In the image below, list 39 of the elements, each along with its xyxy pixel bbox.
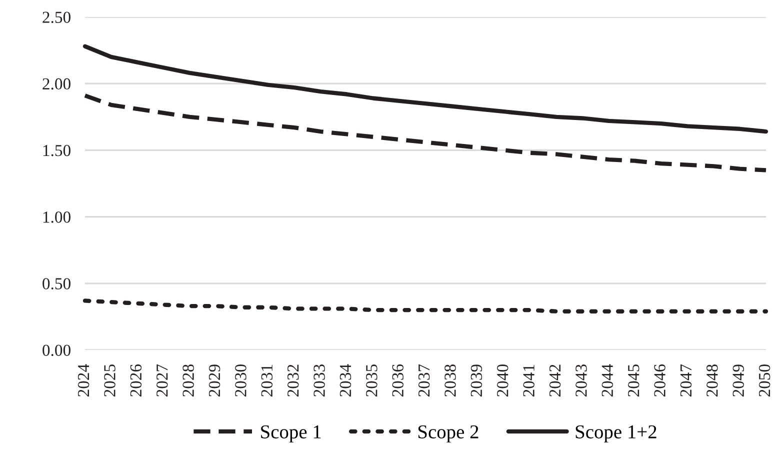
y-tick-label: 0.50 — [42, 278, 70, 290]
x-tick-label: 2025 — [104, 364, 116, 396]
x-tick-label: 2039 — [470, 364, 482, 396]
x-tick-label: 2024 — [78, 364, 90, 396]
x-tick-label: 2029 — [208, 364, 220, 396]
x-tick-label: 2037 — [418, 364, 430, 396]
legend-label: Scope 1+2 — [576, 425, 656, 442]
x-tick-label: 2036 — [392, 364, 404, 396]
y-tick-label: 0.00 — [42, 344, 70, 356]
y-tick-label: 1.00 — [43, 212, 70, 223]
x-tick-label: 2031 — [261, 364, 273, 396]
y-tick-label: 2.50 — [42, 12, 70, 24]
x-tick-label: 2030 — [235, 364, 246, 396]
x-tick-label: 2032 — [287, 364, 299, 396]
x-tick-label: 2047 — [680, 364, 692, 396]
x-tick-label: 2042 — [549, 364, 561, 396]
x-tick-label: 2049 — [732, 364, 744, 396]
x-tick-label: 2027 — [156, 364, 168, 396]
line-series — [82, 94, 768, 172]
x-tick-label: 2046 — [654, 364, 666, 396]
legend-label: Scope 1 — [261, 425, 321, 442]
y-tick-label: 2.00 — [42, 78, 70, 90]
x-tick-label: 2048 — [706, 364, 718, 396]
x-tick-label: 2040 — [497, 364, 508, 396]
x-tick-label: 2035 — [366, 364, 378, 396]
x-tick-label: 2038 — [444, 364, 456, 396]
line-series — [82, 298, 768, 314]
x-tick-label: 2026 — [130, 364, 142, 396]
legend-label: Scope 2 — [418, 425, 478, 442]
x-tick-label: 2043 — [576, 364, 587, 396]
x-tick-label: 2050 — [758, 364, 770, 396]
x-tick-label: 2041 — [523, 364, 534, 396]
x-tick-label: 2045 — [628, 364, 640, 396]
line-series — [82, 44, 768, 134]
y-tick-label: 1.50 — [43, 144, 70, 156]
x-tick-label: 2034 — [340, 364, 352, 396]
x-tick-label: 2033 — [314, 364, 325, 396]
x-tick-label: 2028 — [182, 364, 194, 396]
x-tick-label: 2044 — [602, 364, 614, 396]
